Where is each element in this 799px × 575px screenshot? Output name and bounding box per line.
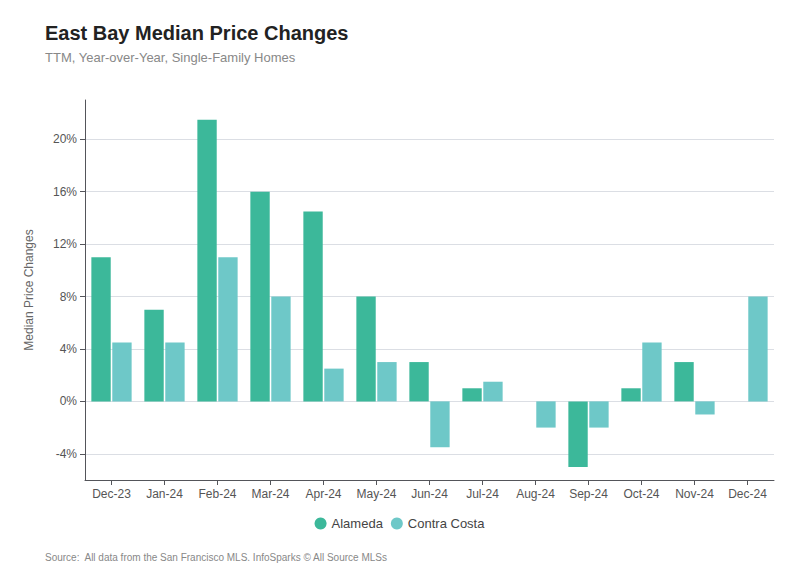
svg-text:20%: 20% xyxy=(53,132,77,146)
svg-text:Contra Costa: Contra Costa xyxy=(408,516,485,531)
svg-text:16%: 16% xyxy=(53,185,77,199)
svg-text:Apr-24: Apr-24 xyxy=(305,487,341,501)
svg-text:12%: 12% xyxy=(53,237,77,251)
svg-text:Median Price Changes: Median Price Changes xyxy=(22,229,36,350)
svg-text:Source: All data from the San: Source: All data from the San Francisco … xyxy=(45,552,387,563)
svg-text:Sep-24: Sep-24 xyxy=(569,487,608,501)
svg-text:Aug-24: Aug-24 xyxy=(516,487,555,501)
svg-text:4%: 4% xyxy=(60,342,78,356)
svg-text:8%: 8% xyxy=(60,290,78,304)
svg-text:0%: 0% xyxy=(60,394,78,408)
svg-text:Dec-23: Dec-23 xyxy=(92,487,131,501)
svg-text:Jun-24: Jun-24 xyxy=(411,487,448,501)
svg-text:Jul-24: Jul-24 xyxy=(466,487,499,501)
svg-text:-4%: -4% xyxy=(56,447,78,461)
svg-text:Oct-24: Oct-24 xyxy=(623,487,659,501)
svg-text:East Bay Median Price Changes: East Bay Median Price Changes xyxy=(45,22,348,44)
svg-text:Mar-24: Mar-24 xyxy=(251,487,289,501)
svg-text:Alameda: Alameda xyxy=(332,516,384,531)
svg-text:Nov-24: Nov-24 xyxy=(675,487,714,501)
svg-text:May-24: May-24 xyxy=(356,487,396,501)
svg-text:Dec-24: Dec-24 xyxy=(728,487,767,501)
svg-text:Feb-24: Feb-24 xyxy=(198,487,236,501)
svg-text:Jan-24: Jan-24 xyxy=(146,487,183,501)
svg-text:TTM, Year-over-Year, Single-Fa: TTM, Year-over-Year, Single-Family Homes xyxy=(45,50,296,65)
